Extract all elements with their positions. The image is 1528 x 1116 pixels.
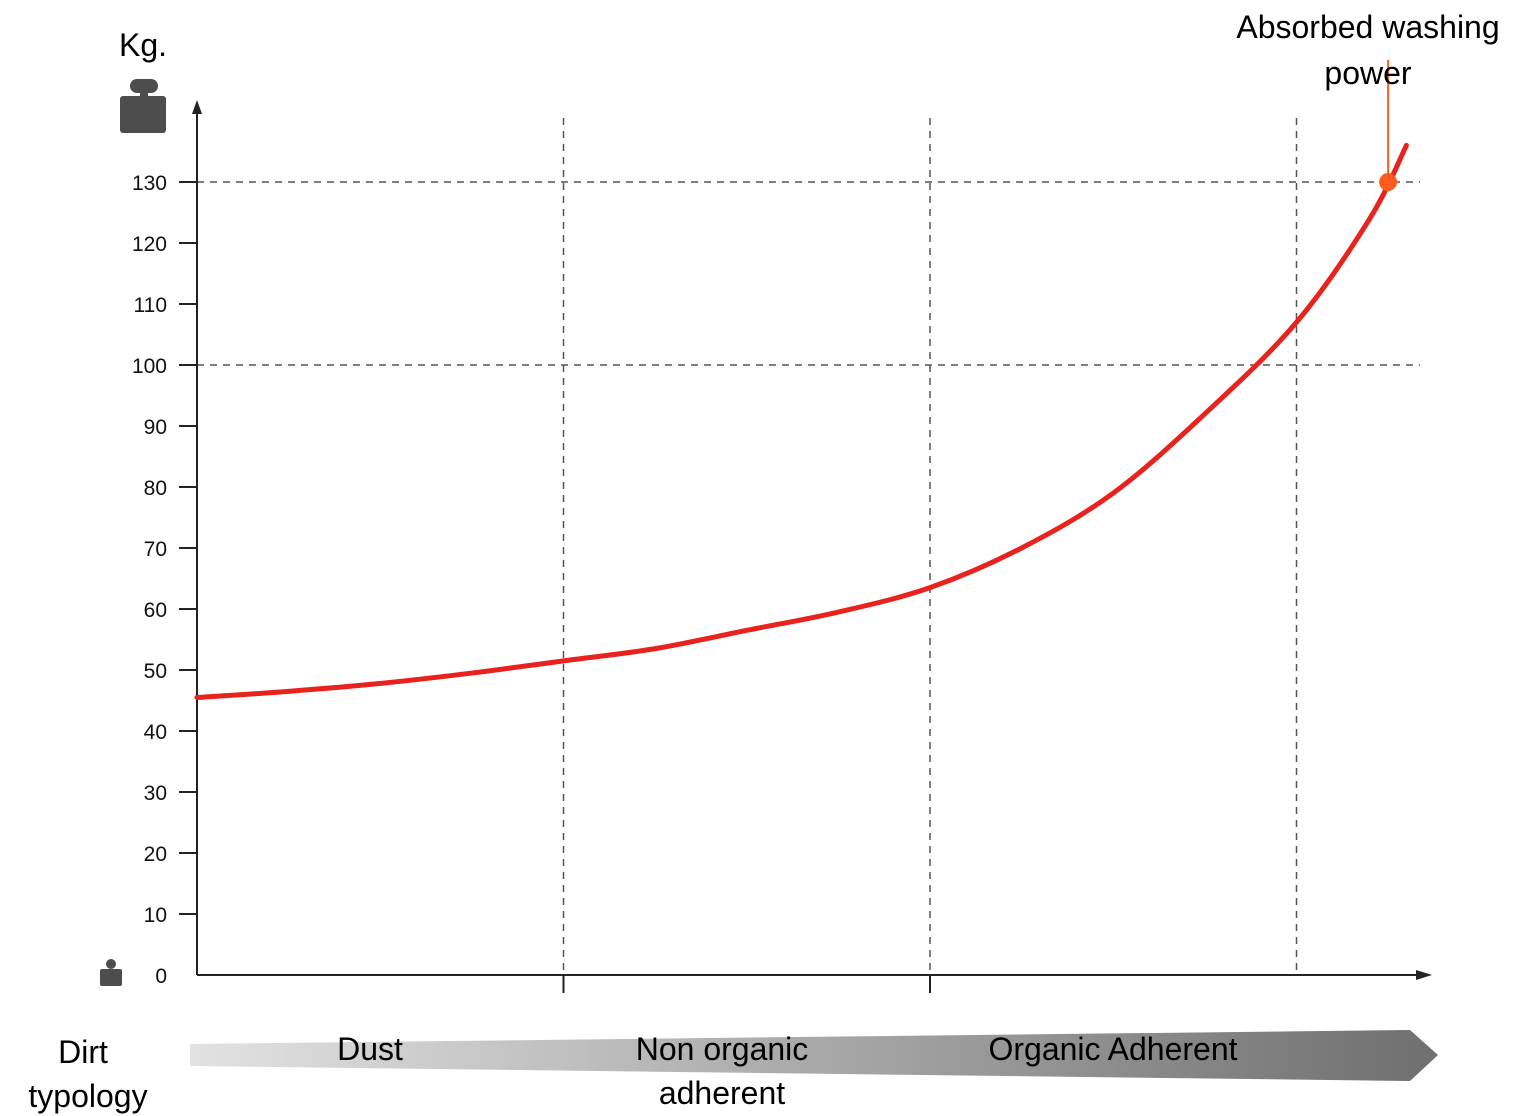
axes — [192, 100, 1432, 993]
series-line — [194, 142, 1409, 700]
y-tick-label: 130 — [132, 172, 167, 195]
weight-icon — [120, 79, 166, 133]
x-axis-label: Dirt typology — [28, 1034, 147, 1114]
y-tick-label: 100 — [132, 355, 167, 378]
category-label: Organic Adherent — [988, 1031, 1237, 1067]
y-tick-label: 60 — [144, 599, 167, 622]
y-axis-arrowhead — [192, 100, 202, 114]
y-tick-label: 80 — [144, 477, 167, 500]
y-tick-label: 30 — [144, 782, 167, 805]
y-tick-label: 10 — [144, 904, 167, 927]
category-label: Dust — [337, 1031, 403, 1067]
grid — [197, 118, 1420, 975]
y-axis-label: Kg. — [119, 27, 167, 63]
y-tick-label: 50 — [144, 660, 167, 683]
y-tick-label: 110 — [134, 294, 167, 317]
annotation-marker — [1379, 173, 1398, 191]
dirt-typology-arrow — [190, 1030, 1438, 1081]
y-tick-label: 120 — [132, 233, 167, 256]
y-tick-label: 70 — [144, 538, 167, 561]
category-labels: Dust Non organic adherent Organic Adherent — [337, 1031, 1238, 1111]
annotation-label: Absorbed washing power — [1236, 9, 1499, 91]
y-ticks: 0 10 20 30 40 50 60 70 80 90 100 110 120 130 — [132, 172, 197, 988]
y-tick-label: 40 — [144, 721, 167, 744]
y-tick-label: 20 — [144, 843, 167, 866]
category-label: Non organic adherent — [636, 1031, 809, 1111]
small-weight-icon — [100, 959, 122, 986]
y-tick-label: 90 — [144, 416, 167, 439]
x-axis-arrowhead — [1416, 970, 1432, 980]
y-tick-label: 0 — [155, 965, 167, 988]
